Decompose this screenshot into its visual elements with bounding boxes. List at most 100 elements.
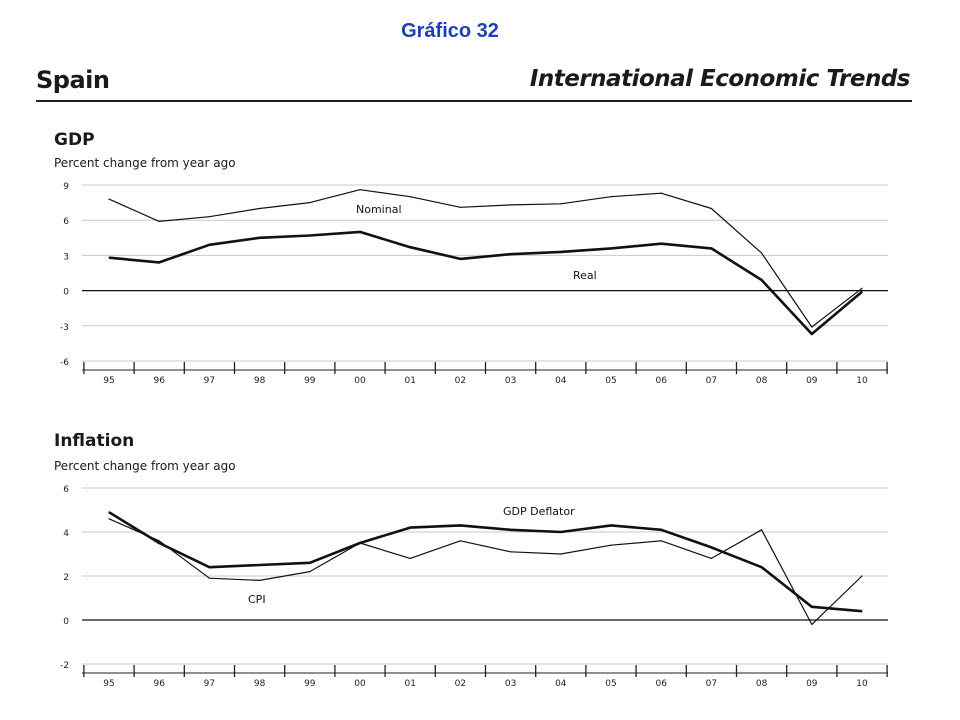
gdp-point-nominal — [811, 326, 813, 328]
gdp-point-nominal — [861, 287, 863, 289]
inflation-series-line-cpi — [108, 518, 863, 626]
inflation-y-tick-label: 4 — [63, 529, 69, 539]
inflation-x-tick-label: 04 — [555, 679, 567, 689]
inflation-series-line-gdp-deflator — [108, 511, 863, 613]
inflation-point-cpi — [710, 557, 713, 560]
gdp-point-real — [309, 234, 311, 237]
inflation-point-cpi — [861, 575, 863, 577]
gdp-y-tick-label: -3 — [60, 323, 69, 333]
gdp-x-tick-label: 07 — [706, 376, 717, 386]
inflation-point-cpi — [409, 557, 411, 560]
inflation-chart-subtitle: Percent change from year ago — [54, 459, 236, 473]
inflation-point-cpi — [459, 540, 461, 542]
gdp-point-real — [660, 243, 662, 245]
gdp-point-nominal — [761, 252, 763, 254]
header-rule — [36, 100, 912, 102]
inflation-y-tick-label: -2 — [60, 661, 69, 671]
inflation-series-label: GDP Deflator — [503, 505, 575, 518]
gdp-point-nominal — [660, 192, 662, 194]
inflation-point-cpi — [259, 579, 261, 582]
gdp-x-tick-label: 98 — [254, 376, 266, 386]
gdp-chart-subtitle: Percent change from year ago — [54, 156, 236, 170]
gdp-x-tick-label: 02 — [455, 376, 466, 386]
gdp-point-nominal — [560, 203, 562, 205]
inflation-point-cpi — [510, 551, 512, 553]
gdp-point-nominal — [610, 196, 612, 198]
inflation-point-gdp-deflator — [560, 531, 562, 533]
gdp-series-line-nominal — [108, 189, 863, 328]
inflation-point-cpi — [208, 577, 210, 579]
gdp-x-tick-label: 05 — [605, 376, 616, 386]
gdp-x-tick-label: 96 — [153, 376, 165, 386]
gdp-y-tick-label: 3 — [63, 252, 69, 262]
gdp-point-nominal — [409, 196, 411, 198]
inflation-x-tick-label: 09 — [806, 679, 818, 689]
gdp-x-tick-label: 04 — [555, 376, 567, 386]
inflation-x-tick-label: 00 — [354, 679, 366, 689]
gdp-point-nominal — [259, 207, 261, 210]
gdp-point-real — [811, 333, 813, 335]
inflation-x-tick-label: 98 — [254, 679, 266, 689]
inflation-x-tick-label: 02 — [455, 679, 466, 689]
gdp-point-real — [108, 257, 110, 259]
inflation-point-gdp-deflator — [359, 542, 361, 544]
country-name: Spain — [36, 66, 110, 94]
inflation-y-tick-label: 6 — [63, 485, 69, 495]
inflation-point-gdp-deflator — [710, 546, 713, 549]
inflation-x-tick-label: 07 — [706, 679, 717, 689]
inflation-point-cpi — [761, 529, 763, 531]
gdp-point-real — [560, 251, 562, 253]
gdp-chart-title: GDP — [54, 130, 95, 150]
gdp-x-tick-label: 03 — [505, 376, 516, 386]
inflation-point-gdp-deflator — [459, 524, 461, 527]
inflation-y-tick-label: 0 — [63, 617, 69, 627]
inflation-x-tick-label: 97 — [204, 679, 215, 689]
inflation-point-gdp-deflator — [208, 566, 210, 568]
gdp-point-nominal — [359, 189, 361, 191]
gdp-x-tick-label: 09 — [806, 376, 818, 386]
gdp-point-nominal — [459, 206, 461, 208]
gdp-series-label: Nominal — [356, 203, 402, 216]
gdp-y-tick-label: 0 — [63, 288, 69, 298]
gdp-x-tick-label: 95 — [103, 376, 114, 386]
gdp-point-nominal — [208, 216, 210, 218]
inflation-x-tick-label: 10 — [856, 679, 868, 689]
gdp-x-tick-label: 97 — [204, 376, 215, 386]
gdp-point-nominal — [309, 202, 311, 204]
gdp-x-tick-label: 10 — [856, 376, 868, 386]
inflation-point-gdp-deflator — [861, 610, 863, 612]
inflation-point-gdp-deflator — [158, 542, 160, 544]
gdp-point-nominal — [710, 207, 713, 210]
inflation-point-gdp-deflator — [309, 562, 311, 564]
gdp-point-real — [409, 246, 411, 248]
inflation-y-tick-label: 2 — [63, 573, 69, 583]
gdp-point-nominal — [158, 220, 160, 222]
inflation-x-tick-label: 99 — [304, 679, 316, 689]
gdp-x-tick-label: 00 — [354, 376, 366, 386]
gdp-x-tick-label: 01 — [404, 376, 415, 386]
inflation-point-cpi — [158, 540, 160, 542]
inflation-point-cpi — [811, 623, 813, 626]
gdp-series-label: Real — [573, 269, 597, 282]
gdp-point-real — [761, 279, 763, 281]
gdp-point-nominal — [510, 204, 512, 206]
inflation-chart-title: Inflation — [54, 431, 135, 451]
inflation-point-cpi — [108, 518, 110, 520]
gdp-point-real — [459, 258, 461, 260]
publication-title: International Economic Trends — [529, 66, 911, 92]
inflation-series-label: CPI — [248, 593, 266, 606]
gdp-point-real — [710, 247, 713, 249]
gdp-series-line-real — [108, 230, 863, 336]
gdp-point-nominal — [108, 198, 110, 200]
inflation-point-gdp-deflator — [761, 566, 763, 568]
gdp-point-real — [259, 237, 261, 239]
gdp-y-tick-label: -6 — [60, 358, 69, 368]
gdp-point-real — [208, 244, 210, 246]
gdp-point-real — [610, 247, 612, 249]
inflation-point-cpi — [660, 540, 662, 542]
figure-title: Gráfico 32 — [401, 20, 499, 42]
inflation-point-gdp-deflator — [811, 606, 813, 608]
gdp-point-real — [158, 261, 160, 264]
